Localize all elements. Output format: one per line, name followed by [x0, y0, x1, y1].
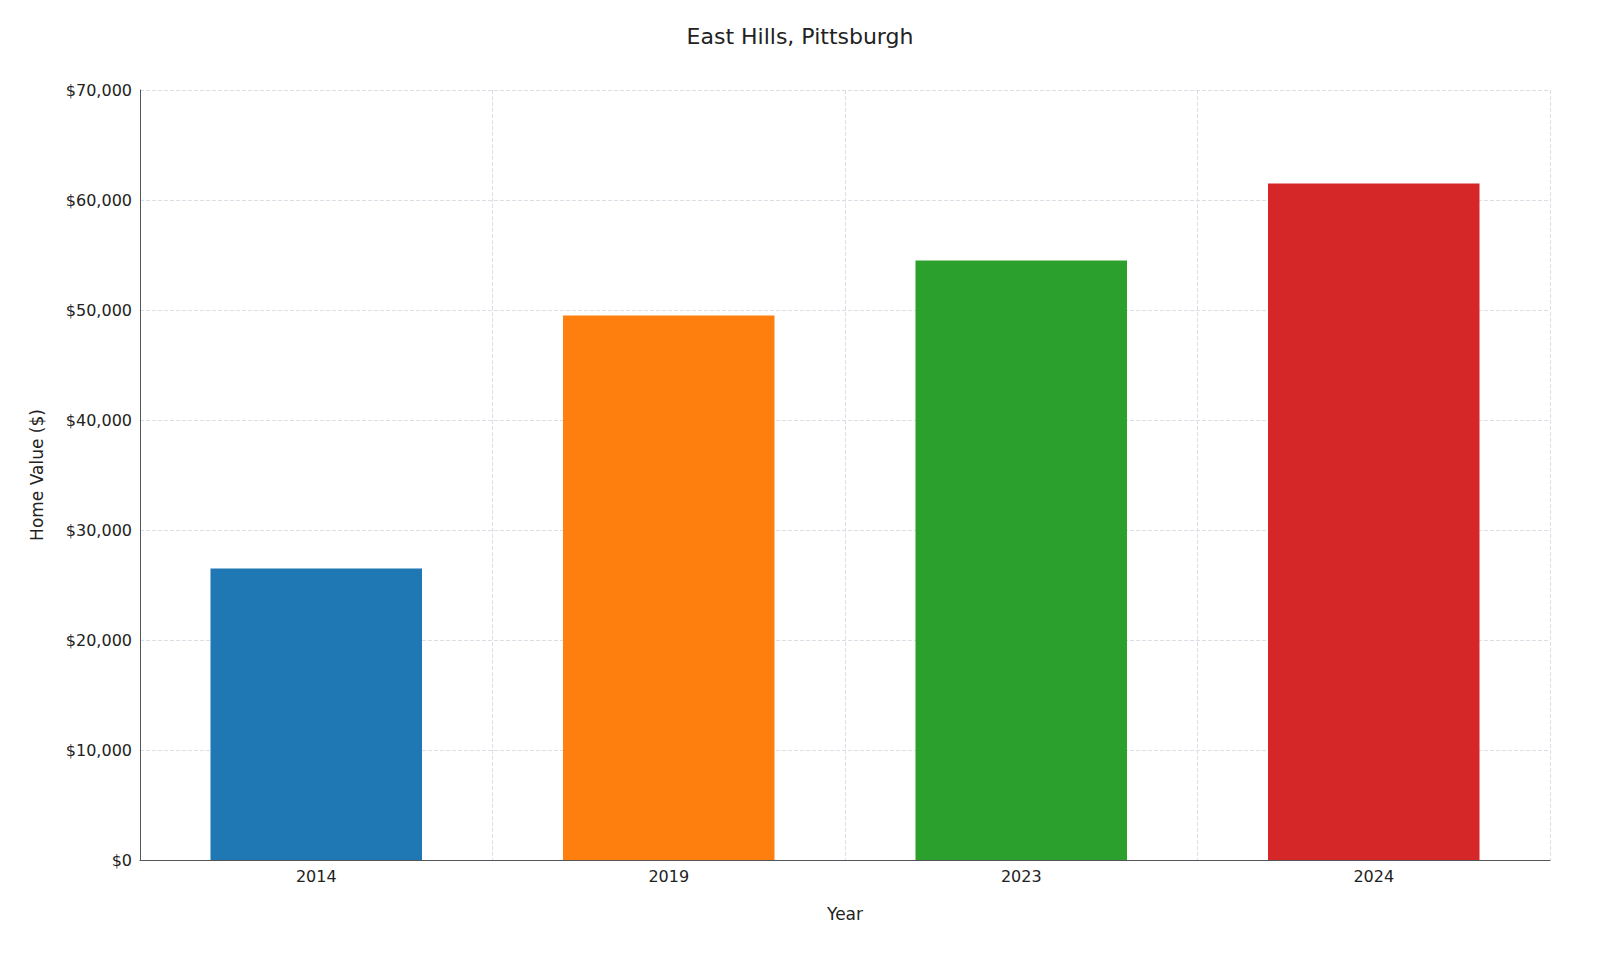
svg-text:$50,000: $50,000	[66, 301, 132, 320]
svg-text:$10,000: $10,000	[66, 741, 132, 760]
svg-text:$30,000: $30,000	[66, 521, 132, 540]
svg-text:Home Value ($): Home Value ($)	[27, 409, 47, 541]
svg-text:$40,000: $40,000	[66, 411, 132, 430]
svg-text:$20,000: $20,000	[66, 631, 132, 650]
svg-text:$60,000: $60,000	[66, 191, 132, 210]
svg-text:East Hills, Pittsburgh: East Hills, Pittsburgh	[687, 24, 914, 49]
svg-text:2024: 2024	[1353, 867, 1394, 886]
svg-text:2023: 2023	[1001, 867, 1042, 886]
svg-text:2019: 2019	[648, 867, 689, 886]
svg-text:$70,000: $70,000	[66, 81, 132, 100]
svg-text:Year: Year	[826, 904, 863, 924]
svg-text:2014: 2014	[296, 867, 337, 886]
svg-text:$0: $0	[112, 851, 132, 870]
